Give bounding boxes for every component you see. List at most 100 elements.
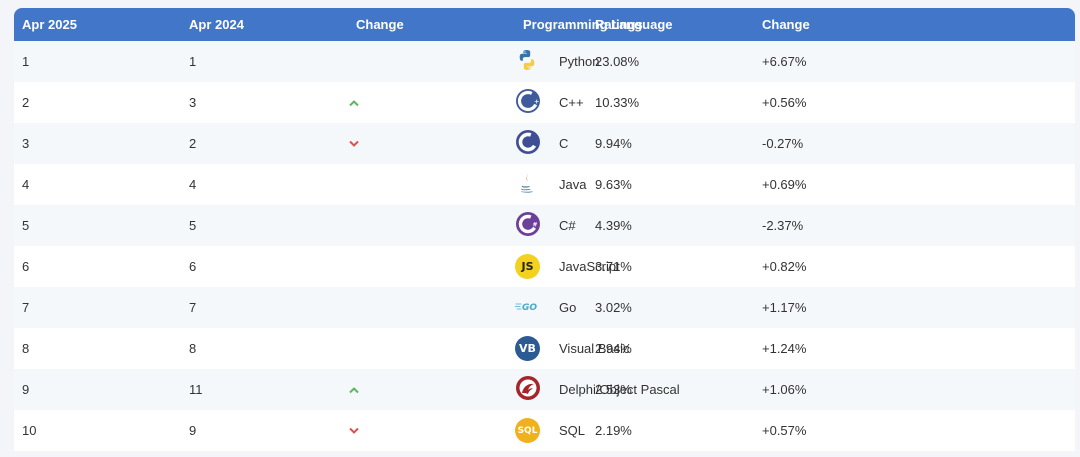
visual-basic-icon: VB: [515, 336, 540, 361]
language-logo: JS: [515, 246, 551, 287]
rating-change: -0.27%: [762, 136, 804, 151]
language-name[interactable]: Visual Basic: [559, 341, 630, 356]
language-logo: [515, 164, 551, 205]
rating-value: 3.71%: [595, 259, 632, 274]
language-name[interactable]: JavaScript: [559, 259, 620, 274]
language-logo: [515, 369, 551, 410]
language-name[interactable]: Go: [559, 300, 577, 315]
header-rating-change[interactable]: Change: [762, 17, 810, 32]
table-row: 4 4 Java 9.63% +0.69%: [14, 164, 1075, 205]
language-name[interactable]: C: [559, 136, 569, 151]
rating-change: +0.57%: [762, 423, 807, 438]
rank-change: [348, 410, 515, 451]
csharp-icon: #: [515, 211, 541, 237]
rank-change: [348, 205, 515, 246]
rating-change: +0.56%: [762, 95, 807, 110]
go-icon: GO: [515, 299, 541, 313]
table-row: 7 7 GO Go 3.02% +1.17%: [14, 287, 1075, 328]
rank-change: [348, 164, 515, 205]
table-row: 8 8 VB Visual Basic 2.94% +1.24%: [14, 328, 1075, 369]
previous-rank: 1: [189, 54, 197, 69]
rating-value: 10.33%: [595, 95, 640, 110]
header-current-rank[interactable]: Apr 2025: [22, 17, 77, 32]
svg-text:#: #: [533, 222, 538, 229]
table-row: 5 5 # C# 4.39% -2.37%: [14, 205, 1075, 246]
rank-change: [348, 328, 515, 369]
c-icon: [515, 129, 541, 155]
language-logo: SQL: [515, 410, 551, 451]
delphi-icon: [515, 375, 541, 401]
rating-change: -2.37%: [762, 218, 804, 233]
rating-value: 3.02%: [595, 300, 632, 315]
current-rank: 9: [22, 382, 30, 397]
current-rank: 7: [22, 300, 30, 315]
table-row: 2 3 ++ C++ 10.33% +0.56%: [14, 82, 1075, 123]
table-header-row: Apr 2025 Apr 2024 Change Programming Lan…: [14, 8, 1075, 41]
language-logo: ++: [515, 82, 551, 123]
language-name[interactable]: C#: [559, 218, 576, 233]
rating-change: +6.67%: [762, 54, 807, 69]
previous-rank: 11: [189, 382, 203, 397]
table-body: 1 1 Python 23.08% +6.67% 2 3 ++ C++ 10.3…: [14, 41, 1075, 451]
current-rank: 5: [22, 218, 30, 233]
previous-rank: 5: [189, 218, 197, 233]
header-programming-language[interactable]: Programming Language: [523, 17, 673, 32]
table-row: 1 1 Python 23.08% +6.67%: [14, 41, 1075, 82]
language-logo: #: [515, 205, 551, 246]
rating-change: +1.24%: [762, 341, 807, 356]
rating-change: +1.06%: [762, 382, 807, 397]
rating-value: 2.53%: [595, 382, 632, 397]
arrow-up-icon: [348, 382, 360, 397]
rank-change: [348, 123, 515, 164]
previous-rank: 9: [189, 423, 197, 438]
javascript-icon: JS: [515, 254, 540, 279]
current-rank: 1: [22, 54, 30, 69]
table-row: 9 11 Delphi/Object Pascal 2.53% +1.06%: [14, 369, 1075, 410]
previous-rank: 3: [189, 95, 197, 110]
python-icon: [515, 48, 539, 72]
current-rank: 10: [22, 423, 37, 438]
previous-rank: 6: [189, 259, 197, 274]
rating-value: 4.39%: [595, 218, 632, 233]
previous-rank: 8: [189, 341, 197, 356]
table-row: 3 2 C 9.94% -0.27%: [14, 123, 1075, 164]
current-rank: 2: [22, 95, 30, 110]
arrow-down-icon: [348, 136, 360, 151]
language-name[interactable]: Java: [559, 177, 587, 192]
tiobe-index-table: Apr 2025 Apr 2024 Change Programming Lan…: [14, 8, 1075, 451]
rank-change: [348, 369, 515, 410]
rank-change: [348, 287, 515, 328]
rating-value: 2.19%: [595, 423, 632, 438]
language-name[interactable]: Python: [559, 54, 600, 69]
sql-icon: SQL: [515, 418, 540, 443]
rating-value: 9.63%: [595, 177, 632, 192]
arrow-down-icon: [348, 423, 360, 438]
header-rank-change[interactable]: Change: [356, 17, 404, 32]
current-rank: 3: [22, 136, 30, 151]
java-icon: [515, 171, 539, 195]
previous-rank: 4: [189, 177, 197, 192]
table-row: 10 9 SQL SQL 2.19% +0.57%: [14, 410, 1075, 451]
header-previous-rank[interactable]: Apr 2024: [189, 17, 244, 32]
language-name[interactable]: C++: [559, 95, 584, 110]
svg-text:++: ++: [534, 98, 541, 106]
rating-change: +1.17%: [762, 300, 807, 315]
language-name[interactable]: Delphi/Object Pascal: [559, 382, 680, 397]
language-logo: GO: [515, 287, 551, 328]
language-logo: [515, 41, 551, 82]
rating-value: 2.94%: [595, 341, 632, 356]
rank-change: [348, 82, 515, 123]
rating-change: +0.82%: [762, 259, 807, 274]
language-name[interactable]: SQL: [559, 423, 586, 438]
previous-rank: 7: [189, 300, 197, 315]
current-rank: 4: [22, 177, 30, 192]
current-rank: 8: [22, 341, 30, 356]
header-ratings[interactable]: Ratings: [595, 17, 643, 32]
ranking-table: Apr 2025 Apr 2024 Change Programming Lan…: [14, 8, 1075, 451]
current-rank: 6: [22, 259, 30, 274]
rank-change: [348, 41, 515, 82]
rating-value: 23.08%: [595, 54, 640, 69]
rank-change: [348, 246, 515, 287]
svg-text:GO: GO: [522, 303, 537, 313]
rating-value: 9.94%: [595, 136, 632, 151]
